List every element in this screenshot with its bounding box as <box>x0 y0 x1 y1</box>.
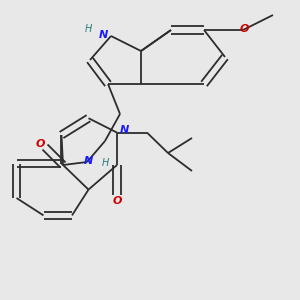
Text: O: O <box>240 23 249 34</box>
Text: H: H <box>101 158 109 169</box>
Text: N: N <box>84 155 93 166</box>
Text: O: O <box>36 139 45 149</box>
Text: O: O <box>112 196 122 206</box>
Text: H: H <box>85 23 92 34</box>
Text: N: N <box>99 29 108 40</box>
Text: N: N <box>120 124 129 135</box>
